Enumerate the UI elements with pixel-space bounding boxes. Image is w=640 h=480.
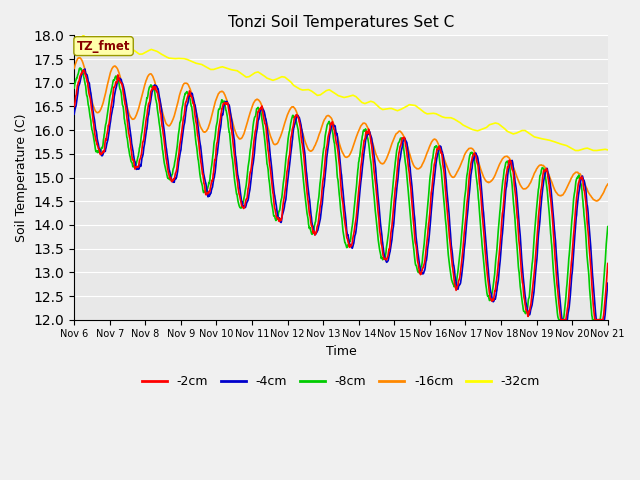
Title: Tonzi Soil Temperatures Set C: Tonzi Soil Temperatures Set C [228,15,454,30]
Text: TZ_fmet: TZ_fmet [77,39,131,53]
Y-axis label: Soil Temperature (C): Soil Temperature (C) [15,113,28,242]
Legend: -2cm, -4cm, -8cm, -16cm, -32cm: -2cm, -4cm, -8cm, -16cm, -32cm [137,370,545,393]
X-axis label: Time: Time [326,345,356,358]
